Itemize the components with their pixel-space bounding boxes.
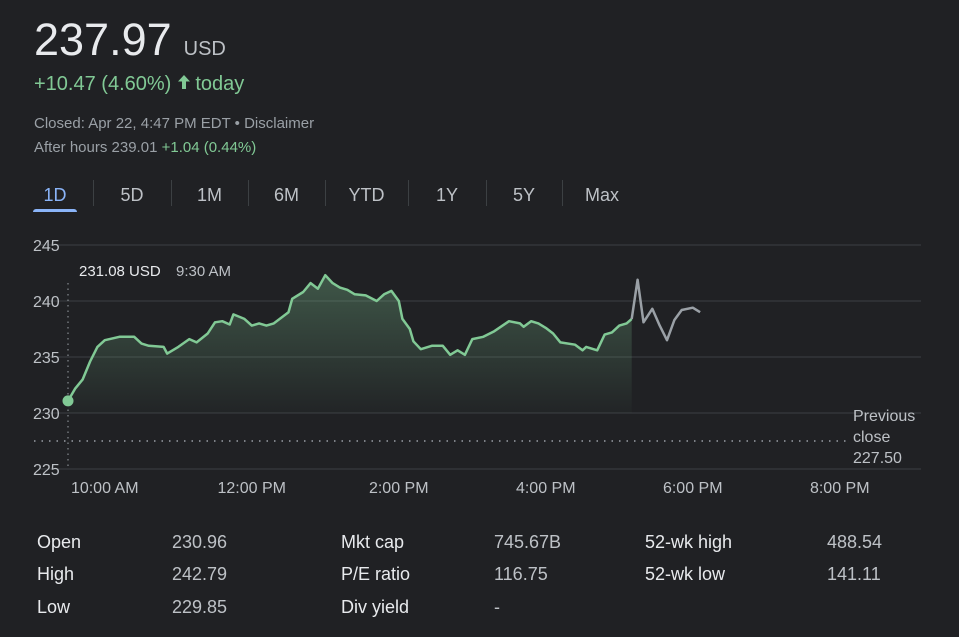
stat-pe-value: 116.75 bbox=[494, 564, 548, 584]
y-axis-ticks: 245 240 235 230 225 bbox=[33, 238, 60, 479]
tab-6m[interactable]: 6M bbox=[248, 178, 325, 212]
stat-mktcap-value: 745.67B bbox=[494, 532, 562, 552]
stat-low-label: Low bbox=[37, 597, 71, 617]
price-chart[interactable]: 245 240 235 230 225 10:00 AM 12:00 PM 2:00 PM 4… bbox=[0, 225, 959, 505]
arrow-up-icon bbox=[177, 73, 191, 96]
price-header: 237.97 USD bbox=[34, 14, 226, 66]
y-tick-label: 230 bbox=[33, 406, 60, 423]
regular-session-area bbox=[68, 275, 632, 413]
change-suffix: today bbox=[195, 73, 245, 95]
x-tick-label: 2:00 PM bbox=[369, 480, 429, 497]
previous-close-value: 227.50 bbox=[853, 450, 902, 467]
stat-open-value: 230.96 bbox=[172, 532, 228, 552]
y-tick-label: 245 bbox=[33, 238, 60, 255]
stat-mktcap-label: Mkt cap bbox=[341, 532, 405, 552]
tab-ytd[interactable]: YTD bbox=[325, 178, 408, 212]
stat-52wk-low-label: 52-wk low bbox=[645, 564, 726, 584]
stat-low-value: 229.85 bbox=[172, 597, 228, 617]
stat-divyield-label: Div yield bbox=[341, 597, 410, 617]
previous-close-label-2: close bbox=[853, 429, 890, 446]
x-tick-label: 10:00 AM bbox=[71, 480, 139, 497]
x-tick-label: 8:00 PM bbox=[810, 480, 870, 497]
range-tabs: 1D 5D 1M 6M YTD 1Y 5Y Max bbox=[33, 178, 642, 212]
tab-max[interactable]: Max bbox=[562, 178, 642, 212]
tab-1y[interactable]: 1Y bbox=[408, 178, 486, 212]
x-axis-ticks: 10:00 AM 12:00 PM 2:00 PM 4:00 PM 6:00 PM 8:0… bbox=[71, 480, 870, 497]
closed-status[interactable]: Closed: Apr 22, 4:47 PM EDT • Disclaimer bbox=[34, 115, 315, 132]
y-tick-label: 235 bbox=[33, 350, 60, 367]
after-hours-change: +1.04 (0.44%) bbox=[161, 139, 257, 156]
stat-high-value: 242.79 bbox=[172, 564, 228, 584]
current-price: 237.97 bbox=[34, 14, 172, 65]
cursor-dot[interactable] bbox=[62, 395, 74, 407]
tooltip-value: 231.08 USD bbox=[79, 263, 161, 280]
tab-1d[interactable]: 1D bbox=[33, 178, 77, 212]
x-tick-label: 12:00 PM bbox=[218, 480, 286, 497]
regular-session-line bbox=[66, 273, 633, 402]
stat-high-label: High bbox=[37, 564, 75, 584]
daily-change: +10.47 (4.60%) today bbox=[34, 73, 244, 96]
x-tick-label: 4:00 PM bbox=[516, 480, 576, 497]
stat-open-label: Open bbox=[37, 532, 82, 552]
stat-52wk-low-value: 141.11 bbox=[827, 564, 881, 584]
stat-52wk-high-label: 52-wk high bbox=[645, 532, 733, 552]
x-tick-label: 6:00 PM bbox=[663, 480, 723, 497]
tab-5d[interactable]: 5D bbox=[93, 178, 171, 212]
y-tick-label: 225 bbox=[33, 462, 60, 479]
tab-1m[interactable]: 1M bbox=[171, 178, 248, 212]
after-hours-line bbox=[630, 278, 701, 342]
tooltip-time: 9:30 AM bbox=[176, 263, 231, 280]
previous-close-label-1: Previous bbox=[853, 408, 915, 425]
stat-divyield-value: - bbox=[494, 597, 500, 617]
currency-label: USD bbox=[183, 38, 226, 60]
after-hours-label: After hours 239.01 bbox=[34, 139, 158, 156]
y-tick-label: 240 bbox=[33, 294, 60, 311]
tab-5y[interactable]: 5Y bbox=[486, 178, 562, 212]
stat-52wk-high-value: 488.54 bbox=[827, 532, 883, 552]
stat-pe-label: P/E ratio bbox=[341, 564, 411, 584]
change-value: +10.47 (4.60%) bbox=[34, 73, 172, 95]
after-hours-line: After hours 239.01 +1.04 (0.44%) bbox=[34, 139, 256, 156]
